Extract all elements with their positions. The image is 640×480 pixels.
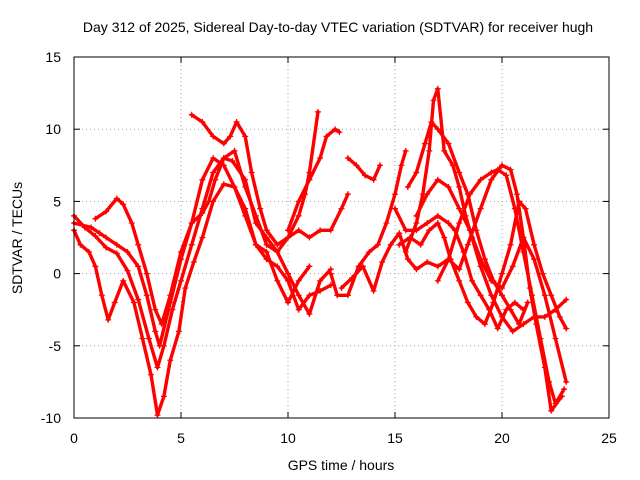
series-markers: [71, 155, 334, 371]
series-trace-1: [71, 155, 334, 371]
series-markers: [413, 176, 570, 385]
plot-frame: [73, 56, 610, 419]
series-markers: [327, 147, 409, 299]
series-trace-13: [396, 198, 570, 332]
x-axis-label: GPS time / hours: [288, 457, 395, 473]
series-line: [72, 182, 312, 417]
x-tick-label: 15: [387, 430, 403, 446]
series-markers: [434, 166, 568, 407]
y-tick-label: -10: [41, 410, 61, 426]
x-tick-label: 25: [601, 430, 617, 446]
series-markers: [285, 126, 343, 234]
y-tick-label: 10: [45, 121, 61, 137]
series-markers: [344, 155, 384, 183]
y-tick-label: 15: [45, 49, 61, 65]
series-trace-7: [327, 147, 409, 299]
series-line: [93, 149, 350, 326]
series-trace-14: [413, 176, 570, 385]
series-trace-6: [285, 126, 343, 234]
x-tick-label: 20: [494, 430, 510, 446]
series-trace-15: [434, 166, 568, 407]
grid-lines: [74, 57, 609, 418]
series-line: [346, 156, 382, 182]
y-tick-label: -5: [49, 338, 62, 354]
series-line: [329, 149, 408, 297]
y-axis-label: SDTVAR / TECUs: [9, 182, 25, 294]
series-line: [72, 156, 333, 348]
x-tick-label: 5: [177, 430, 185, 446]
series-line: [190, 110, 320, 247]
series-trace-9: [344, 155, 384, 183]
x-tick-label: 0: [70, 430, 78, 446]
series-markers: [396, 198, 570, 332]
y-tick-label: 5: [53, 193, 61, 209]
y-tick-label: 0: [53, 266, 61, 282]
series-markers: [188, 108, 321, 248]
series-trace-12: [392, 205, 527, 332]
x-tick-label: 10: [280, 430, 296, 446]
data-series-layer: [71, 85, 570, 419]
series-line: [72, 156, 333, 370]
axis-ticks: 0 5 10 15 20 25 -10 -5 0 5 10 15: [41, 49, 617, 446]
chart-title: Day 312 of 2025, Sidereal Day-to-day VTE…: [83, 19, 593, 35]
series-trace-5: [188, 108, 321, 248]
